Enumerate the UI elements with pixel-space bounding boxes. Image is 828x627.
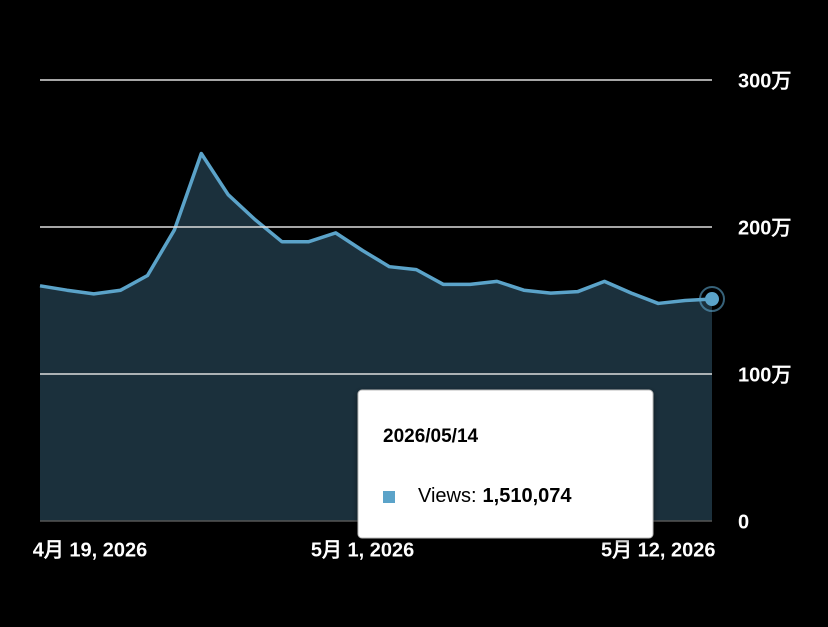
x-tick-label: 5月 12, 2026 [601,539,716,561]
x-tick-label: 4月 19, 2026 [33,539,148,561]
y-tick-label: 100万 [738,364,791,386]
tooltip-number: 1,510,074 [483,485,573,507]
y-tick-label: 0 [738,511,749,533]
x-tick-label: 5月 1, 2026 [311,539,414,561]
line [39,151,713,306]
y-tick-label: 300万 [738,70,791,92]
tooltip-value: Views: 1,510,074 [418,485,572,507]
point-halo [699,286,725,313]
legend-swatch [383,491,395,503]
point [705,292,719,307]
tooltip-title: 2026/05/14 [383,426,479,447]
tooltip: 2026/05/14 Views: 1,510,074 [357,389,654,539]
y-tick-label: 200万 [738,217,791,239]
tooltip-label: Views: [418,485,477,507]
tooltip-box [357,389,654,539]
